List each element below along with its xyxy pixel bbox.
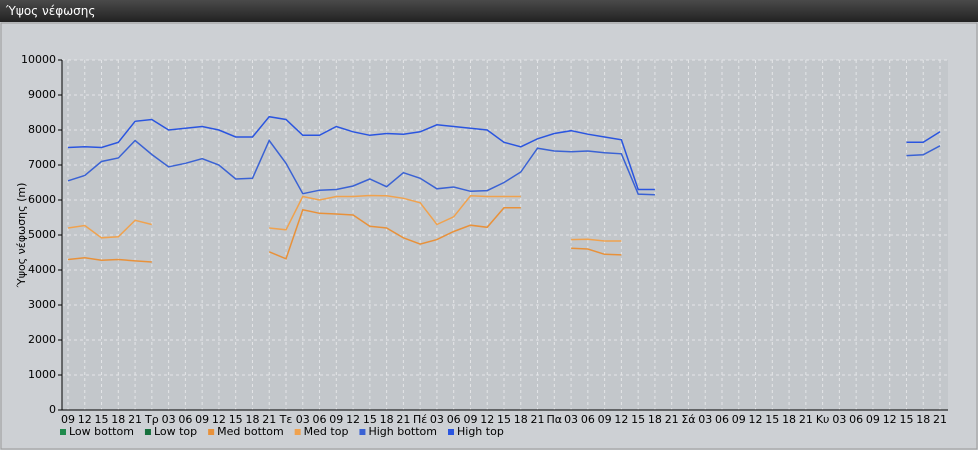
y-tick-label: 8000 — [28, 123, 56, 136]
legend-swatch — [359, 429, 366, 435]
x-tick-label: 12 — [614, 413, 628, 426]
x-tick-label: 03 — [296, 413, 310, 426]
x-tick-label: 03 — [162, 413, 176, 426]
x-tick-label: 15 — [229, 413, 243, 426]
x-tick-label: 09 — [598, 413, 612, 426]
y-tick-label: 3000 — [28, 298, 56, 311]
legend-label: Low top — [154, 425, 197, 438]
x-tick-label: 09 — [195, 413, 209, 426]
x-tick-label: 12 — [883, 413, 897, 426]
y-tick-label: 7000 — [28, 158, 56, 171]
x-tick-label: 12 — [346, 413, 360, 426]
x-tick-label: 03 — [430, 413, 444, 426]
series-line — [67, 206, 622, 263]
series-line — [67, 194, 622, 242]
x-tick-label: 21 — [933, 413, 947, 426]
x-tick-label: 06 — [715, 413, 729, 426]
x-tick-label: 18 — [648, 413, 662, 426]
legend-swatch — [208, 429, 215, 435]
x-tick-label: 15 — [765, 413, 779, 426]
x-tick-label: 15 — [631, 413, 645, 426]
x-tick-label: 21 — [665, 413, 679, 426]
y-tick-label: 10000 — [21, 53, 56, 66]
x-tick-label: 12 — [78, 413, 92, 426]
legend-label: Med top — [304, 425, 349, 438]
x-tick-label: 18 — [380, 413, 394, 426]
x-tick-label: 18 — [916, 413, 930, 426]
legend-label: Med bottom — [217, 425, 284, 438]
x-tick-label: 15 — [95, 413, 109, 426]
x-tick-label: 15 — [497, 413, 511, 426]
series-line — [67, 139, 941, 196]
y-tick-label: 1000 — [28, 368, 56, 381]
y-tick-label: 6000 — [28, 193, 56, 206]
x-tick-label: 09 — [732, 413, 746, 426]
x-tick-label: 21 — [396, 413, 410, 426]
x-tick-label: 06 — [581, 413, 595, 426]
y-axis-title: Ύψος νέφωσης (m) — [15, 183, 28, 289]
x-tick-label: 09 — [61, 413, 75, 426]
series-line — [67, 115, 941, 191]
x-tick-label: 09 — [463, 413, 477, 426]
x-tick-label: 21 — [531, 413, 545, 426]
x-tick-label: 03 — [564, 413, 578, 426]
y-tick-label: 0 — [49, 403, 56, 416]
legend-label: Low bottom — [69, 425, 134, 438]
x-tick-label: 18 — [245, 413, 259, 426]
y-tick-label: 4000 — [28, 263, 56, 276]
x-tick-label: Κυ — [816, 413, 830, 426]
x-tick-label: 15 — [899, 413, 913, 426]
chart: Ύψος νέφωσης (m) 0 1000 2000 3000 4000 5000 60… — [0, 22, 978, 450]
panel-title: Ύψος νέφωσης — [0, 0, 978, 22]
legend-label: High top — [457, 425, 504, 438]
x-tick-label: 21 — [262, 413, 276, 426]
x-tick-label: 09 — [866, 413, 880, 426]
x-tick-label: 18 — [111, 413, 125, 426]
legend-label: High bottom — [368, 425, 437, 438]
x-tick-label: 03 — [698, 413, 712, 426]
x-tick-label: 15 — [363, 413, 377, 426]
x-tick-label: 09 — [329, 413, 343, 426]
x-tick-label: 21 — [128, 413, 142, 426]
x-tick-label: 12 — [212, 413, 226, 426]
x-tick-label: 06 — [849, 413, 863, 426]
x-tick-label: 12 — [480, 413, 494, 426]
x-tick-label: 03 — [832, 413, 846, 426]
x-tick-label: 21 — [799, 413, 813, 426]
legend-swatch — [294, 429, 301, 435]
y-tick-label: 5000 — [28, 228, 56, 241]
y-tick-label: 2000 — [28, 333, 56, 346]
x-tick-label: Τρ — [144, 413, 159, 426]
legend-swatch — [144, 429, 151, 435]
legend-swatch — [60, 429, 66, 435]
x-tick-label: 06 — [313, 413, 327, 426]
x-tick-label: 12 — [749, 413, 763, 426]
x-tick-label: 06 — [447, 413, 461, 426]
x-tick-label: 18 — [782, 413, 796, 426]
x-tick-label: Πέ — [413, 413, 427, 426]
x-tick-label: 06 — [178, 413, 192, 426]
x-tick-label: Πα — [547, 413, 563, 426]
x-tick-label: Τε — [279, 413, 293, 426]
y-tick-label: 9000 — [28, 88, 56, 101]
x-tick-label: 18 — [514, 413, 528, 426]
legend-swatch — [448, 429, 454, 435]
x-tick-label: Σά — [681, 413, 695, 426]
